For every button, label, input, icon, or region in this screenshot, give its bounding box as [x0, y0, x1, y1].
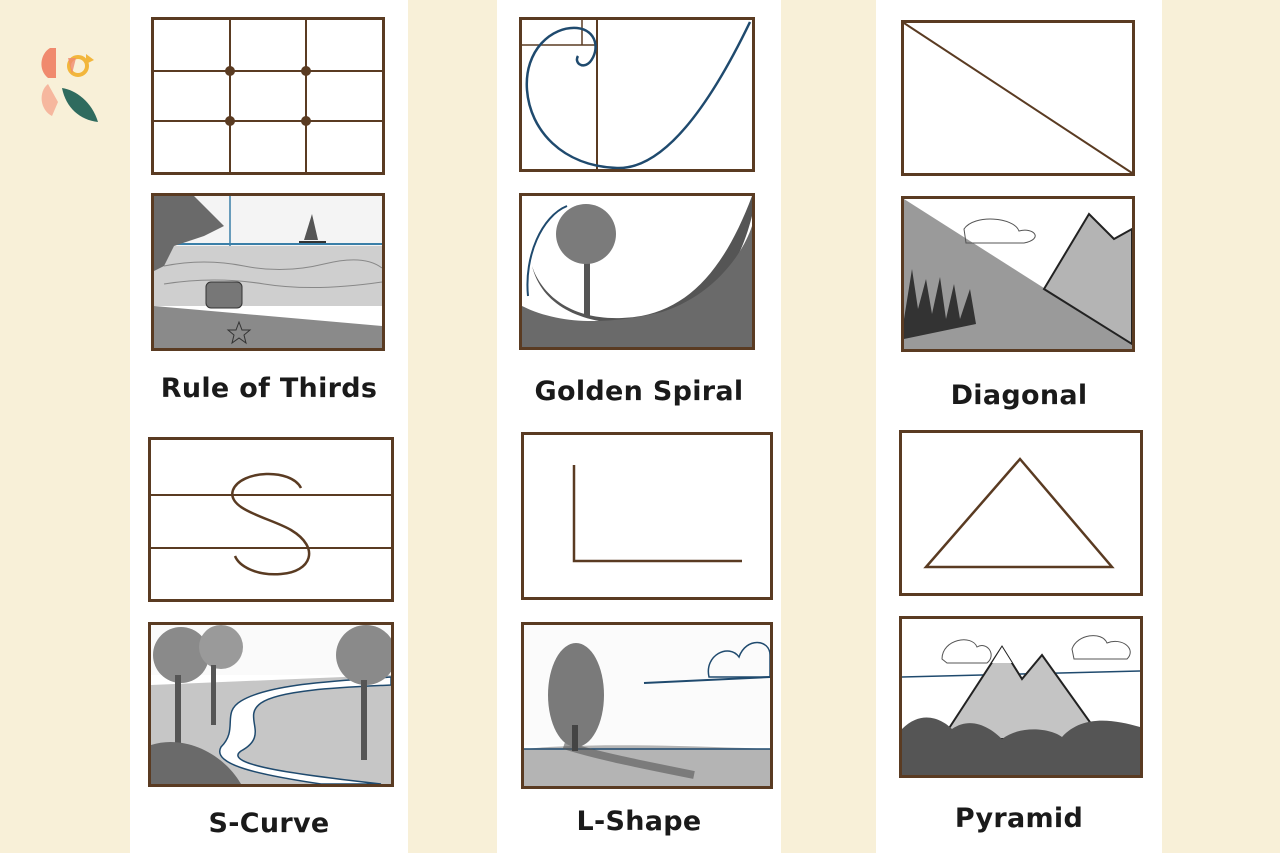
l-shape-sketch	[521, 622, 773, 789]
caption-diagonal: Diagonal	[950, 380, 1088, 411]
golden-spiral-diagram	[519, 17, 755, 172]
caption-golden-spiral: Golden Spiral	[534, 376, 744, 407]
s-curve-sketch	[148, 622, 394, 787]
pyramid-diagram	[899, 430, 1143, 596]
pyramid-sketch	[899, 616, 1143, 778]
rule-of-thirds-sketch	[151, 193, 385, 351]
s-curve-diagram	[148, 437, 394, 602]
diagonal-diagram	[901, 20, 1135, 176]
l-shape-diagram	[521, 432, 773, 600]
caption-s-curve: S-Curve	[208, 808, 330, 839]
caption-pyramid: Pyramid	[954, 803, 1084, 834]
golden-spiral-sketch	[519, 193, 755, 350]
brand-logo	[41, 48, 98, 122]
caption-rule-of-thirds: Rule of Thirds	[160, 373, 378, 404]
diagonal-sketch	[901, 196, 1135, 352]
caption-l-shape: L-Shape	[576, 806, 702, 837]
rule-of-thirds-diagram	[151, 17, 385, 175]
